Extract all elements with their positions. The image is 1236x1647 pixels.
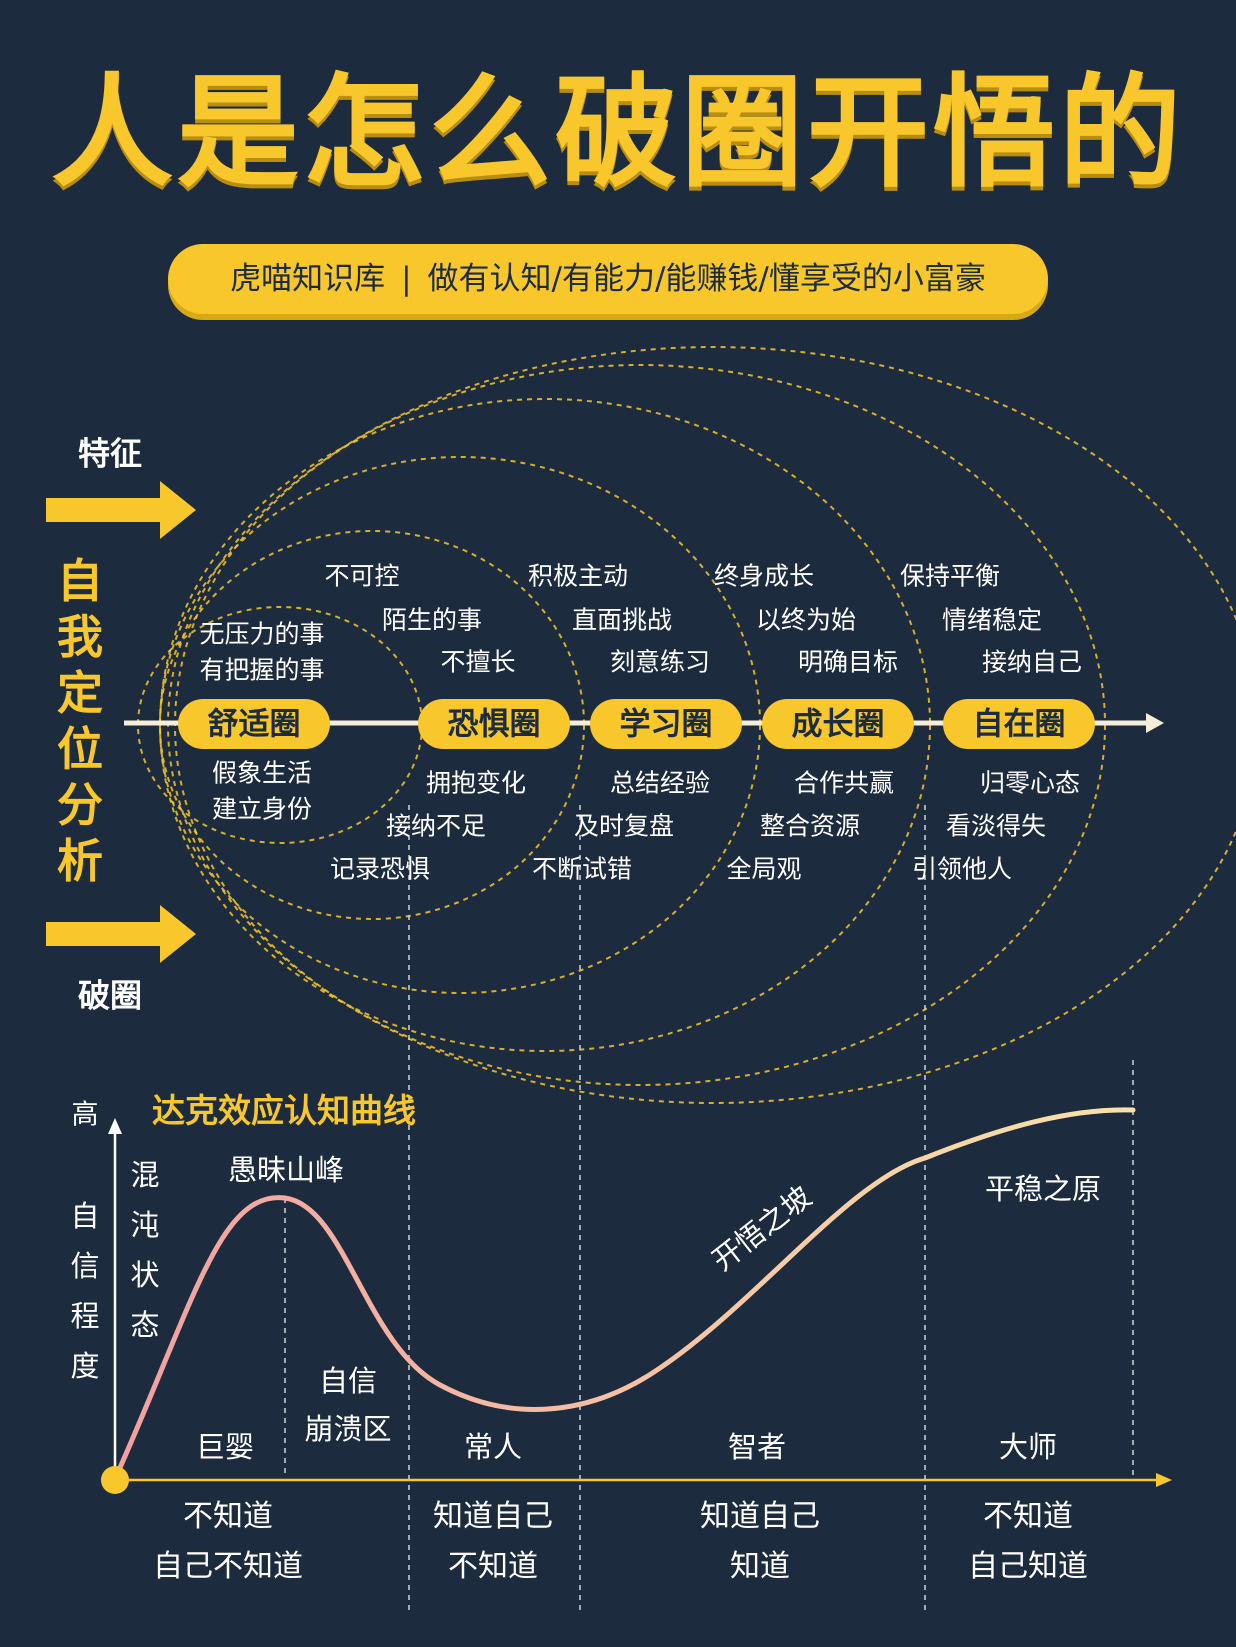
stage-label: 大师	[999, 1430, 1057, 1464]
axis-arrow-icon	[1146, 713, 1164, 733]
breakout-text-below: 看淡得失	[946, 812, 1046, 841]
bottom-side-label: 破圈	[78, 977, 142, 1015]
feature-text-above: 情绪稳定	[942, 606, 1042, 635]
breakout-text-below: 接纳不足	[386, 812, 486, 841]
feature-text-above: 不可控	[324, 562, 399, 591]
y-axis-label-char: 程	[70, 1299, 99, 1333]
y-axis-label-char: 自	[70, 1199, 99, 1233]
page-title: 人是怎么破圈开悟的	[51, 62, 1185, 204]
y-axis-label-char: 信	[70, 1249, 99, 1283]
x-axis-label-line: 知道自己	[700, 1499, 820, 1534]
x-axis-arrow-icon	[1156, 1473, 1172, 1487]
origin-dot	[101, 1466, 129, 1494]
feature-text-above: 接纳自己	[982, 648, 1082, 677]
feature-text-above: 积极主动	[528, 562, 628, 591]
stage-label: 智者	[728, 1430, 786, 1464]
feature-text-above: 终身成长	[714, 562, 814, 591]
vertical-label-char: 分	[57, 778, 103, 832]
feature-text-above: 明确目标	[798, 648, 898, 677]
x-axis-label-line: 知道自己	[433, 1499, 553, 1534]
feature-text-above: 直面挑战	[572, 606, 672, 635]
circle-pill-label: 恐惧圈	[448, 707, 541, 743]
breakout-text-below: 及时复盘	[574, 812, 674, 841]
breakout-text-below: 假象生活	[212, 759, 312, 788]
state-label-char: 沌	[130, 1208, 159, 1242]
stage-label: 巨婴	[196, 1430, 254, 1464]
brand-name: 虎喵知识库	[230, 261, 386, 297]
feature-text-above: 保持平衡	[900, 562, 1000, 591]
circle-pill-label: 自在圈	[973, 707, 1066, 743]
banner-separator: |	[401, 261, 412, 297]
circle-pill	[590, 699, 742, 749]
stage-label: 常人	[464, 1430, 522, 1464]
feature-text-above: 无压力的事	[199, 620, 324, 649]
x-axis-label-line: 知道	[730, 1549, 790, 1584]
breakout-text-below: 不断试错	[532, 855, 632, 884]
peak-label: 愚昧山峰	[228, 1153, 344, 1187]
x-axis-label-line: 不知道	[448, 1549, 538, 1584]
slogan-banner: 虎喵知识库 | 做有认知/有能力/能赚钱/懂享受的小富豪	[168, 244, 1048, 314]
circle-pill	[943, 699, 1095, 749]
circle-pill	[418, 699, 570, 749]
feature-text-above: 刻意练习	[610, 648, 710, 677]
feature-text-above: 陌生的事	[382, 606, 482, 635]
breakout-text-below: 归零心态	[980, 769, 1080, 798]
x-axis-label-line: 自己不知道	[153, 1549, 303, 1584]
plateau-label: 平稳之原	[985, 1172, 1101, 1206]
curve-title: 达克效应认知曲线	[152, 1091, 416, 1130]
breakout-text-below: 引领他人	[912, 855, 1012, 884]
breakout-text-below: 建立身份	[212, 795, 312, 824]
breakout-text-below: 全局观	[726, 855, 801, 884]
circle-pill	[178, 699, 330, 749]
y-axis-high-label: 高	[72, 1100, 99, 1131]
slogan-text: 做有认知/有能力/能赚钱/懂享受的小富豪	[427, 261, 986, 297]
circle-pill-label: 学习圈	[620, 707, 713, 743]
state-label-char: 态	[130, 1308, 159, 1342]
y-axis-label-char: 度	[70, 1349, 99, 1383]
slope-label: 开悟之坡	[706, 1179, 818, 1277]
top-side-label: 特征	[78, 435, 142, 473]
vertical-label-char: 析	[57, 834, 103, 888]
right-arrow-icon	[46, 481, 196, 539]
feature-text-above: 以终为始	[756, 606, 856, 635]
breakout-text-below: 记录恐惧	[330, 855, 430, 884]
feature-text-above: 不擅长	[440, 648, 515, 677]
x-axis-label-line: 不知道	[983, 1499, 1073, 1534]
y-axis-arrow-icon	[108, 1118, 122, 1134]
vertical-label-char: 我	[57, 610, 103, 664]
dunning-kruger-curve	[112, 1107, 1136, 1482]
circle-pill	[762, 699, 914, 749]
right-arrow-icon	[46, 905, 196, 963]
circle-pill-label: 舒适圈	[208, 707, 301, 743]
collapse-label-line: 自信	[319, 1364, 377, 1398]
collapse-label-line: 崩溃区	[304, 1412, 391, 1446]
vertical-label-char: 定	[57, 666, 103, 720]
x-axis-label-line: 自己知道	[968, 1549, 1088, 1584]
breakout-text-below: 拥抱变化	[426, 769, 526, 798]
breakout-text-below: 总结经验	[610, 769, 710, 798]
vertical-label-char: 自	[57, 554, 103, 608]
breakout-text-below: 合作共赢	[794, 769, 894, 798]
feature-text-above: 有把握的事	[199, 656, 324, 685]
x-axis-label-line: 不知道	[183, 1499, 273, 1534]
breakout-text-below: 整合资源	[760, 812, 860, 841]
state-label-char: 状	[130, 1258, 159, 1292]
state-label-char: 混	[130, 1158, 159, 1192]
circle-pill-label: 成长圈	[792, 707, 885, 743]
vertical-label-char: 位	[57, 722, 103, 776]
